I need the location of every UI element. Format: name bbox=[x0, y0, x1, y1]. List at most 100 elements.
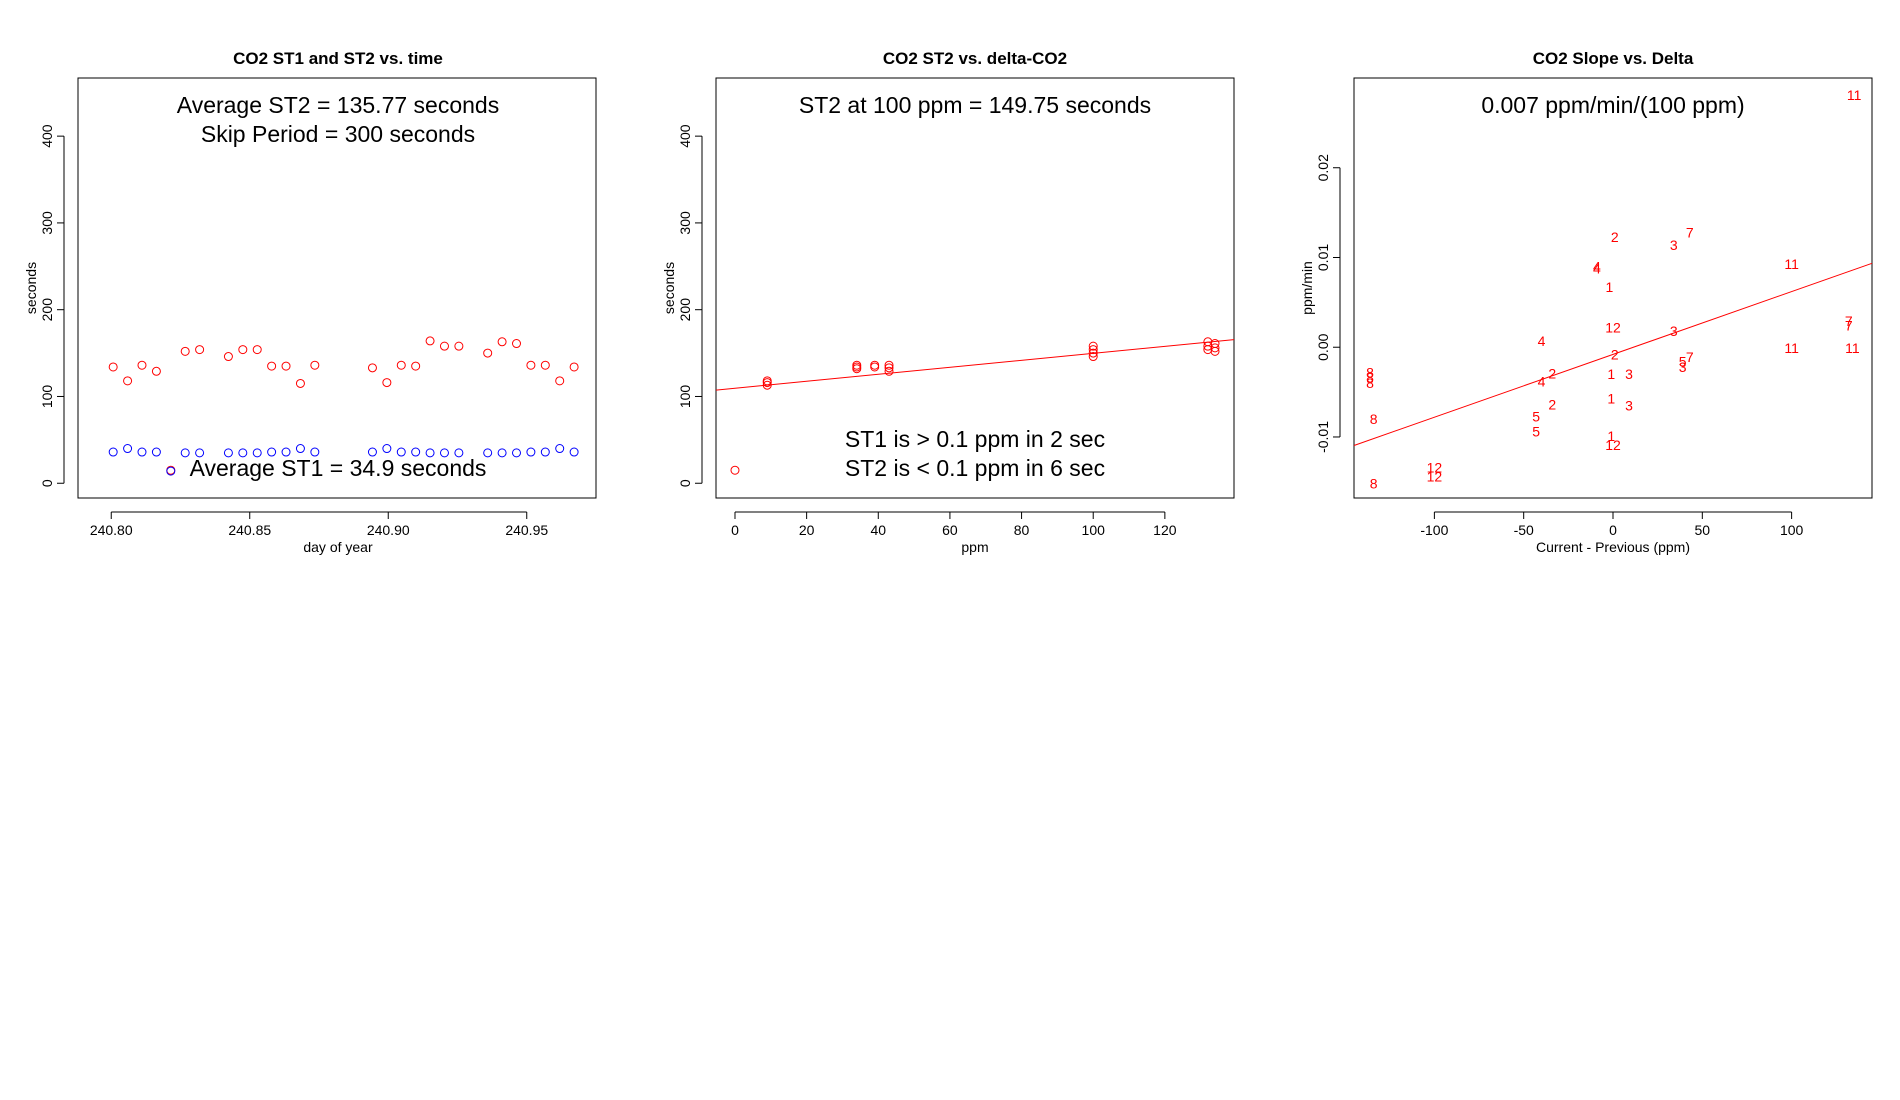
x-tick-label: 50 bbox=[1695, 522, 1711, 538]
annotation-st2-threshold: ST2 is < 0.1 ppm in 6 sec bbox=[845, 455, 1105, 481]
data-point-st2 bbox=[1203, 337, 1213, 347]
panel-slope-vs-delta: CO2 Slope vs. Delta -100 -50 0 50 100 -0.01 0.… bbox=[1299, 49, 1873, 555]
x-tick-label: 240.95 bbox=[505, 522, 548, 538]
data-point-st2 bbox=[396, 360, 406, 370]
data-point-st2 bbox=[295, 378, 305, 388]
data-point-st2 bbox=[526, 360, 536, 370]
data-point-label: 4 bbox=[1538, 373, 1546, 389]
data-point-label: 5 bbox=[1532, 424, 1540, 440]
data-point-st2 bbox=[497, 337, 507, 347]
plot-frame bbox=[77, 77, 597, 499]
data-point-st2 bbox=[555, 376, 565, 386]
data-point-st1 bbox=[252, 448, 262, 458]
y-axis-label: seconds bbox=[661, 262, 677, 314]
data-point-st1 bbox=[526, 447, 536, 457]
data-point-st2 bbox=[1088, 341, 1098, 351]
x-tick-label: 0 bbox=[1609, 522, 1617, 538]
data-point-st1 bbox=[238, 448, 248, 458]
x-tick-label: 40 bbox=[870, 522, 886, 538]
y-tick-label: 200 bbox=[677, 298, 693, 322]
fit-line bbox=[715, 339, 1235, 391]
data-point-st2 bbox=[852, 362, 862, 372]
data-point-st2 bbox=[425, 336, 435, 346]
annotation-st1-threshold: ST1 is > 0.1 ppm in 2 sec bbox=[845, 426, 1105, 452]
data-point-st1 bbox=[123, 444, 133, 454]
y-tick-label: 400 bbox=[677, 124, 693, 148]
y-tick-label: 300 bbox=[39, 211, 55, 235]
data-point-label: 8 bbox=[1366, 364, 1374, 380]
y-tick-label: 0 bbox=[677, 479, 693, 487]
data-point-label: 2 bbox=[1611, 346, 1619, 362]
x-tick-label: 240.90 bbox=[367, 522, 410, 538]
data-point-st2 bbox=[367, 363, 377, 373]
data-point-st1 bbox=[195, 448, 205, 458]
data-point-label: 7 bbox=[1686, 224, 1694, 240]
data-point-label: 4 bbox=[1593, 258, 1601, 274]
data-point-label: 11 bbox=[1784, 340, 1799, 356]
data-point-st1 bbox=[151, 447, 161, 457]
data-point-st2 bbox=[852, 360, 862, 370]
y-tick-label: 300 bbox=[677, 211, 693, 235]
data-point-st2 bbox=[511, 339, 521, 349]
data-point-label: 11 bbox=[1845, 340, 1860, 356]
data-point-st1 bbox=[382, 444, 392, 454]
data-point-label: 4 bbox=[1593, 260, 1601, 276]
panel-st2-vs-delta: CO2 ST2 vs. delta-CO2 0 20 40 60 80 100 120 0 10… bbox=[661, 49, 1235, 555]
x-tick-label: -100 bbox=[1420, 522, 1448, 538]
data-point-st2 bbox=[151, 366, 161, 376]
data-point-st2 bbox=[108, 362, 118, 372]
data-point-st2 bbox=[1210, 339, 1220, 349]
data-point-label: 7 bbox=[1845, 318, 1853, 334]
data-point-label: 5 bbox=[1679, 354, 1687, 370]
fit-line bbox=[1353, 262, 1873, 446]
y-tick-label: 0.02 bbox=[1315, 154, 1331, 181]
data-point-label: 12 bbox=[1427, 468, 1443, 484]
data-point-label: 12 bbox=[1605, 319, 1621, 335]
data-point-label: 8 bbox=[1366, 375, 1374, 391]
data-point-label: 11 bbox=[1847, 87, 1862, 103]
data-point-label: 3 bbox=[1670, 237, 1678, 253]
data-point-st2 bbox=[762, 376, 772, 386]
data-point-label: 8 bbox=[1370, 476, 1378, 492]
data-point-label: 12 bbox=[1427, 459, 1443, 475]
chart-title: CO2 Slope vs. Delta bbox=[1533, 49, 1694, 68]
data-point-st2 bbox=[1088, 345, 1098, 355]
data-point-label: 12 bbox=[1605, 437, 1621, 453]
x-tick-label: 240.80 bbox=[90, 522, 133, 538]
data-point-st1 bbox=[497, 448, 507, 458]
x-tick-label: 0 bbox=[731, 522, 739, 538]
data-point-st2 bbox=[762, 380, 772, 390]
data-point-label: 1 bbox=[1607, 428, 1615, 444]
data-point-st1 bbox=[295, 444, 305, 454]
y-tick-label: 0.00 bbox=[1315, 333, 1331, 360]
data-point-st1 bbox=[396, 447, 406, 457]
data-point-st2 bbox=[884, 360, 894, 370]
data-point-label: 2 bbox=[1548, 365, 1556, 381]
data-point-label: 2 bbox=[1548, 397, 1556, 413]
data-point-st1 bbox=[367, 447, 377, 457]
y-tick-label: 0 bbox=[39, 479, 55, 487]
data-point-st2 bbox=[870, 362, 880, 372]
x-tick-label: 20 bbox=[799, 522, 815, 538]
data-point-st2 bbox=[195, 345, 205, 355]
y-tick-label: 0.01 bbox=[1315, 244, 1331, 271]
data-point-st2 bbox=[483, 348, 493, 358]
data-point-label: 1 bbox=[1606, 279, 1614, 295]
annotation-st2-at-100ppm: ST2 at 100 ppm = 149.75 seconds bbox=[799, 92, 1151, 118]
data-point-st2 bbox=[238, 345, 248, 355]
data-point-label: 2 bbox=[1611, 229, 1619, 245]
data-point-st2 bbox=[382, 378, 392, 388]
data-point-st1 bbox=[425, 448, 435, 458]
data-point-st2 bbox=[1088, 352, 1098, 362]
x-tick-label: 100 bbox=[1082, 522, 1106, 538]
data-point-st1 bbox=[439, 448, 449, 458]
plot-frame bbox=[1353, 77, 1873, 499]
x-tick-label: -50 bbox=[1514, 522, 1534, 538]
data-point-st2 bbox=[870, 360, 880, 370]
y-tick-label: 400 bbox=[39, 124, 55, 148]
chart-title: CO2 ST1 and ST2 vs. time bbox=[233, 49, 443, 68]
annotation-skip-period: Skip Period = 300 seconds bbox=[201, 121, 475, 147]
data-point-st2 bbox=[180, 346, 190, 356]
annotation-average-st2: Average ST2 = 135.77 seconds bbox=[177, 92, 499, 118]
